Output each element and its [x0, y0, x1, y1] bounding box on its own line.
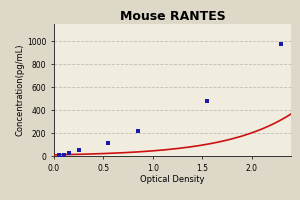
Title: Mouse RANTES: Mouse RANTES	[120, 10, 225, 23]
Point	[136, 129, 140, 132]
Point	[106, 141, 111, 144]
Point	[66, 152, 71, 155]
X-axis label: Optical Density: Optical Density	[140, 175, 205, 184]
Y-axis label: Concentration(pg/mL): Concentration(pg/mL)	[15, 44, 24, 136]
Point	[205, 99, 209, 103]
Point	[56, 154, 61, 157]
Point	[279, 42, 283, 45]
Point	[61, 153, 66, 156]
Point	[76, 149, 81, 152]
